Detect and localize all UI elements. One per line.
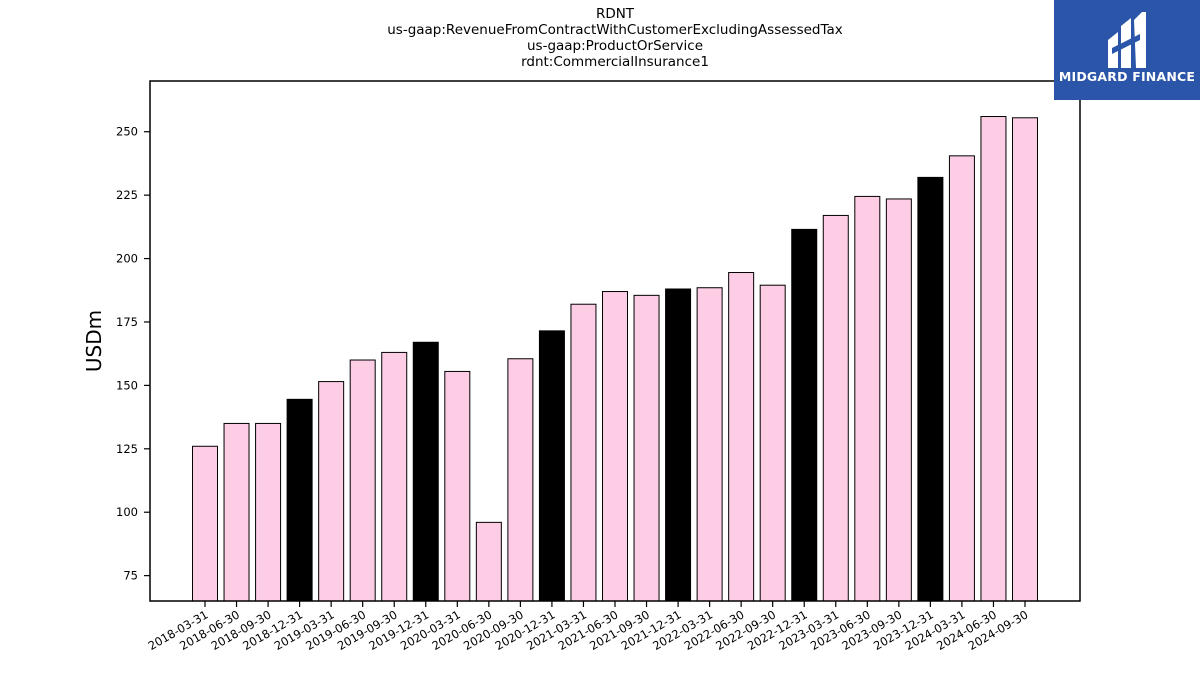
y-tick-label: 75 <box>123 569 138 583</box>
bar-2021-09-30 <box>633 294 660 602</box>
bar-2019-06-30 <box>349 359 376 602</box>
bar-2018-06-30 <box>223 422 250 602</box>
bar-2019-03-31 <box>318 381 345 602</box>
bar-2020-09-30 <box>507 358 534 602</box>
bar-2020-06-30 <box>475 521 502 602</box>
bar-2021-12-31 <box>665 288 692 602</box>
chart-title: RDNT <box>595 6 635 22</box>
bar-2022-09-30 <box>759 284 786 602</box>
y-tick-label: 150 <box>116 378 138 392</box>
bar-2021-06-30 <box>602 291 628 602</box>
bar-2018-03-31 <box>192 445 218 602</box>
logo-text: MIDGARD FINANCE <box>1058 69 1196 84</box>
bar-2024-06-30 <box>980 116 1007 602</box>
y-axis-label: USDm <box>82 310 106 372</box>
bar-2023-03-31 <box>822 214 849 602</box>
y-tick-label: 200 <box>116 252 138 266</box>
bar-2019-09-30 <box>381 351 408 602</box>
bar-2020-12-31 <box>538 330 565 602</box>
bar-2023-06-30 <box>854 195 881 602</box>
y-tick-label: 225 <box>116 188 138 202</box>
midgard-logo-icon <box>1108 12 1146 68</box>
midgard-finance-logo: MIDGARD FINANCE <box>1054 0 1200 100</box>
y-tick-label: 100 <box>116 505 138 519</box>
chart-subtitle-member: rdnt:CommercialInsurance1 <box>521 54 709 70</box>
bar-2024-09-30 <box>1012 117 1038 602</box>
bar-2018-12-31 <box>286 398 313 602</box>
chart-title-block: RDNT us-gaap:RevenueFromContractWithCust… <box>0 6 1200 70</box>
bar-2022-06-30 <box>728 272 755 602</box>
bar-2024-03-31 <box>948 155 975 602</box>
y-tick-label: 175 <box>116 315 138 329</box>
bar-2018-09-30 <box>255 422 282 602</box>
bar-2022-03-31 <box>696 287 723 602</box>
bar-2020-03-31 <box>444 370 471 602</box>
bar-2023-09-30 <box>885 198 912 602</box>
y-tick-label: 125 <box>116 442 138 456</box>
y-tick-label: 250 <box>116 125 138 139</box>
bar-2022-12-31 <box>791 228 818 602</box>
bar-2023-12-31 <box>917 176 944 602</box>
bar-2019-12-31 <box>412 341 439 602</box>
chart-subtitle-concept: us-gaap:RevenueFromContractWithCustomerE… <box>387 22 843 38</box>
bar-2021-03-31 <box>570 303 597 602</box>
chart-subtitle-axis: us-gaap:ProductOrService <box>526 38 704 54</box>
